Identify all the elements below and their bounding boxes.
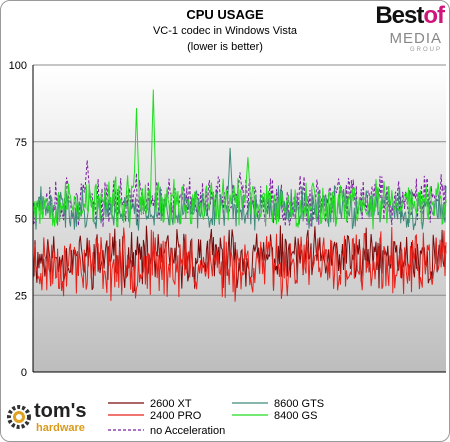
y-tick-label: 75 [15, 137, 27, 149]
legend-label: 8400 GS [274, 410, 317, 422]
toms-brand: tom's [34, 400, 87, 422]
series-line-no-acceleration [32, 160, 447, 228]
chart-title: CPU USAGE [186, 7, 264, 22]
logo-media: MEDIA [389, 30, 442, 47]
chart-subtitle: VC-1 codec in Windows Vista [152, 25, 298, 37]
chart-note: (lower is better) [187, 41, 263, 53]
gear-icon [7, 405, 31, 429]
y-tick-label: 50 [15, 214, 27, 226]
toms-hardware-logo: tom's hardware [6, 400, 96, 436]
logo-group: GROUP [409, 47, 442, 53]
y-tick-label: 25 [15, 290, 27, 302]
legend-label: 2600 XT [150, 398, 192, 410]
toms-brand-sub: hardware [36, 422, 85, 434]
legend-label: no Acceleration [150, 425, 225, 437]
best-of-media-logo: Bestof MEDIA GROUP [375, 2, 446, 58]
y-tick-label: 0 [21, 367, 27, 379]
logo-best: Best [375, 2, 424, 29]
legend: 2600 XT 8600 GTS 2400 PRO 8400 GS no Acceler… [108, 398, 324, 437]
series-lines [32, 89, 447, 302]
series-line-8400-gs [32, 89, 447, 230]
y-tick-label: 100 [9, 60, 27, 72]
legend-label: 2400 PRO [150, 410, 202, 422]
logo-of: of [423, 2, 445, 29]
legend-label: 8600 GTS [274, 398, 324, 410]
y-axis-ticks: 0 25 50 75 100 [9, 60, 27, 379]
series-line-2400-pro [32, 226, 447, 302]
